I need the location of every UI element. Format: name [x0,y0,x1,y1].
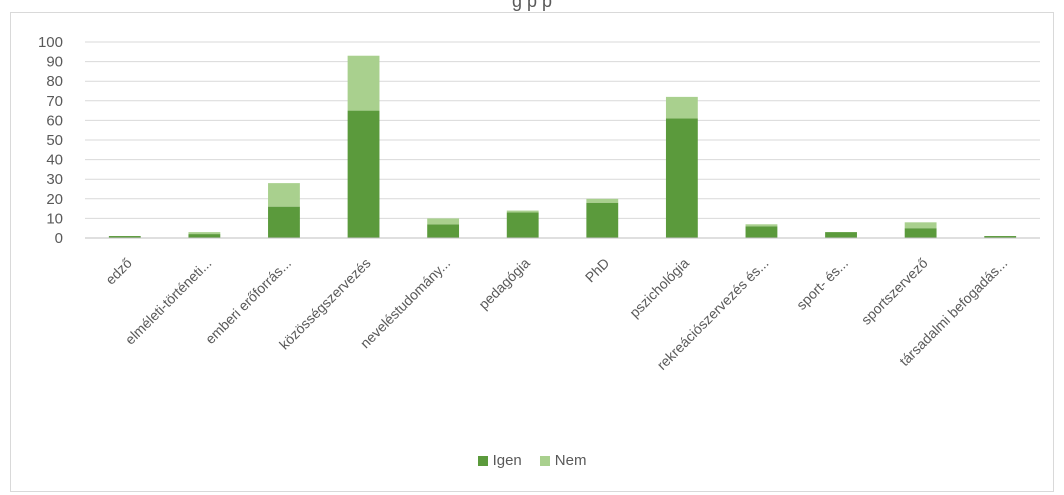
bar-igen-10[interactable] [904,228,937,238]
x-tick-label: PhD [582,255,613,286]
bar-igen-3[interactable] [347,110,380,238]
legend-swatch-igen [477,455,488,466]
legend-label-nem: Nem [554,452,587,469]
bar-igen-2[interactable] [268,206,300,238]
y-tick-label: 80 [46,73,63,90]
bar-nem-4[interactable] [427,218,460,225]
legend-item-nem[interactable]: Nem [539,452,587,469]
y-tick-label: 70 [46,93,63,110]
bar-igen-4[interactable] [427,224,460,238]
bars [108,55,1017,238]
x-tick-label: pedagógia [475,255,533,313]
bar-nem-1[interactable] [188,232,221,235]
bar-nem-5[interactable] [506,210,539,213]
x-tick-label: sport- és... [793,255,851,313]
x-tick-label: emberi erőforrás... [202,255,294,347]
legend: Igen Nem [0,452,1064,469]
y-tick-label: 10 [46,210,63,227]
x-tick-label: elméleti-történeti... [122,255,215,348]
bar-igen-0[interactable] [108,236,141,238]
grid-lines [85,41,1040,219]
x-tick-label: edző [102,255,135,288]
bar-igen-7[interactable] [665,118,698,238]
bar-nem-8[interactable] [745,224,778,227]
y-tick-label: 30 [46,171,63,188]
legend-swatch-nem [539,455,550,466]
bar-igen-6[interactable] [586,202,619,238]
y-tick-label: 50 [46,132,63,149]
bar-nem-7[interactable] [665,96,698,119]
x-tick-label: neveléstudomány... [357,255,453,351]
legend-label-igen: Igen [492,452,522,469]
y-tick-label: 40 [46,152,63,169]
bar-igen-11[interactable] [984,236,1017,238]
y-tick-label: 90 [46,54,63,71]
x-tick-label: sportszervező [858,255,931,328]
bar-nem-6[interactable] [586,198,619,203]
chart-frame [10,12,1054,492]
y-tick-label: 100 [38,34,63,51]
y-tick-label: 0 [55,230,63,247]
bar-igen-9[interactable] [825,232,857,238]
bar-igen-1[interactable] [188,234,221,238]
bar-igen-8[interactable] [745,226,778,238]
bar-nem-2[interactable] [268,183,300,207]
y-axis-ticks: 0 10 20 30 40 50 60 70 80 90 100 [38,34,63,247]
bar-nem-10[interactable] [904,222,937,229]
x-tick-label: pszichológia [626,255,692,321]
bar-igen-5[interactable] [506,212,539,238]
legend-item-igen[interactable]: Igen [477,452,522,469]
chart-title-fragment: g p p [511,0,553,11]
y-tick-label: 60 [46,112,63,129]
y-tick-label: 20 [46,191,63,208]
bar-nem-3[interactable] [347,55,380,111]
